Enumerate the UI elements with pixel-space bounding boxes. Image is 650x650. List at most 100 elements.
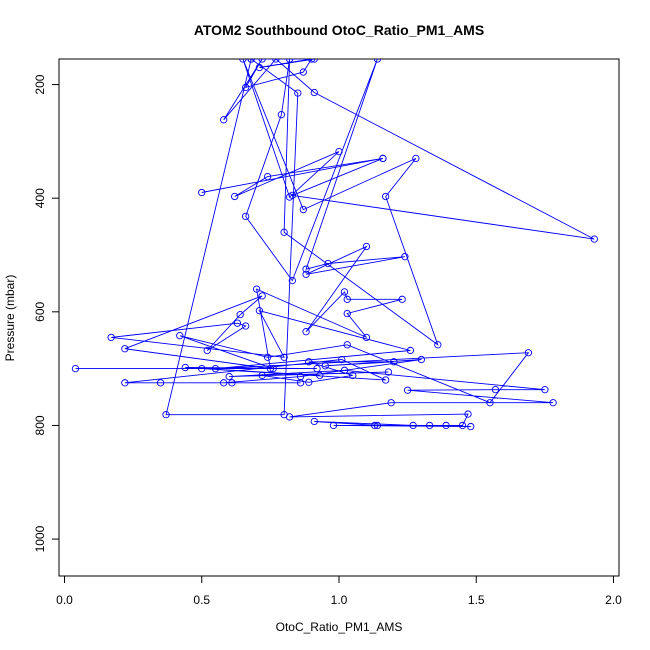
data-point [425,421,434,430]
data-point [382,192,390,201]
data-point [305,358,313,366]
data-point [549,399,557,407]
data-point [294,89,302,97]
data-point [541,386,549,394]
y-axis-label: Pressure (mbar) [3,275,17,362]
data-point [269,364,277,373]
data-point [310,59,318,63]
series-line [75,59,595,428]
data-point [225,372,233,381]
data-point [233,319,242,327]
y-tick-label: 1000 [33,525,47,552]
data-point [231,192,239,201]
data-point [302,265,310,273]
data-point [343,341,351,349]
data-point [362,242,371,251]
chart-title: ATOM2 Southbound OtoC_Ratio_PM1_AMS [194,22,484,38]
x-tick-label: 1.0 [331,593,348,607]
data-point [398,295,406,303]
data-point [299,205,307,214]
data-point [107,333,115,342]
data-point [121,345,129,353]
data-point [373,421,382,430]
data-point [382,376,390,384]
data-point [242,83,250,92]
data-point [272,59,280,63]
data-point [71,364,80,373]
data-point [379,154,387,163]
data-point [242,322,250,330]
data-point [280,228,288,236]
data-point [390,358,398,366]
data-point [406,346,415,355]
y-tick-label: 800 [33,415,47,435]
data-point [307,59,316,63]
data-point [442,421,450,430]
data-point [198,188,206,197]
data-point [329,421,338,430]
data-point [486,399,494,407]
data-point [302,328,310,336]
data-point [340,288,349,296]
data-point [340,366,349,374]
data-point [285,193,294,201]
y-tick-label: 600 [33,301,47,321]
data-point [305,378,313,386]
data-point [362,333,371,342]
data-point [181,363,189,372]
x-tick-label: 0.0 [56,593,73,607]
data-point [258,292,266,300]
data-point [403,386,412,394]
data-point [417,355,426,364]
data-point [162,411,170,419]
data-point [313,364,321,373]
data-point [324,259,332,268]
data-point [335,147,343,156]
data-point [156,379,165,387]
data-point [288,276,296,285]
data-point [464,410,472,418]
data-point [458,421,467,430]
data-point [409,421,417,430]
data-point [220,116,228,124]
data-point [590,235,598,243]
data-point [220,379,228,387]
data-point [228,379,236,387]
data-point [236,311,244,319]
data-point [258,59,266,63]
data-point [310,88,318,97]
data-point [296,372,305,381]
data-point [266,364,275,373]
data-point [321,362,329,370]
data-point [343,295,351,303]
x-axis: 0.0 0.5 1.0 1.5 2.0 [56,575,622,607]
data-point [302,270,310,278]
data-point [239,59,247,63]
data-point [255,63,264,72]
data-point [349,371,357,380]
data-point [203,346,211,355]
data-point [263,172,272,181]
data-point [384,368,393,376]
data-point [434,341,442,349]
data-point [338,355,346,364]
x-tick-label: 0.5 [193,593,210,607]
data-point [310,417,318,426]
data-point [242,212,250,221]
data-point [258,371,266,380]
x-tick-label: 1.5 [468,593,485,607]
data-point [211,364,220,373]
data-point [316,371,324,380]
data-point [263,353,272,361]
x-axis-label: OtoC_Ratio_PM1_AMS [276,620,403,634]
data-point [255,307,264,315]
data-point [285,413,294,421]
data-point [176,332,184,340]
data-point [467,422,475,431]
series-layer [71,59,598,431]
data-point [252,285,261,293]
data-point [285,59,294,63]
data-point [299,68,307,76]
